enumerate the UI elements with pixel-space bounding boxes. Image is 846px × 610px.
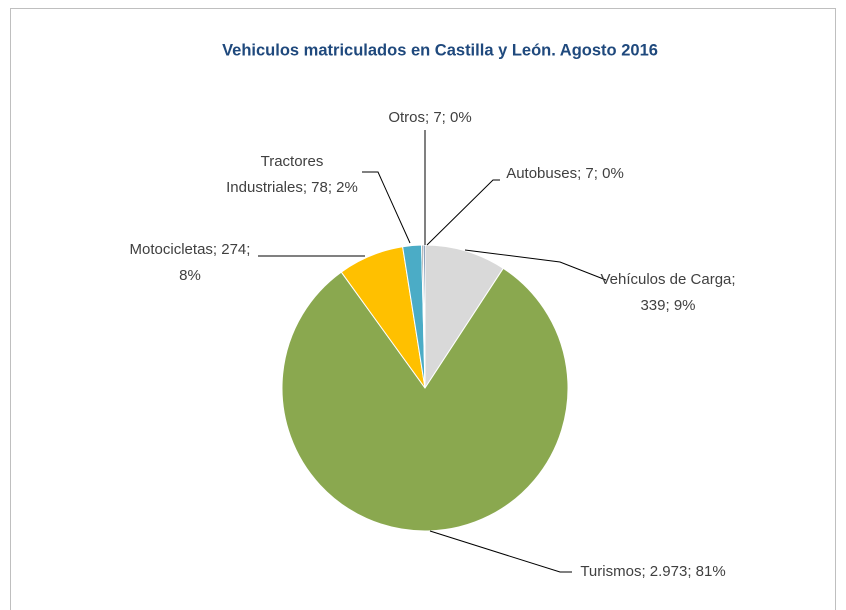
data-label: Otros; 7; 0% [388, 109, 471, 126]
leader-line [429, 530, 572, 573]
chart-title: Vehiculos matriculados en Castilla y Leó… [222, 41, 658, 59]
pie-slice [424, 244, 504, 390]
leader-line [426, 179, 500, 246]
data-label: Motocicletas; 274; 8% [130, 241, 251, 284]
leader-line [464, 249, 607, 281]
leader-line [362, 171, 411, 244]
pie-slice [281, 267, 569, 532]
data-label: Vehículos de Carga; 339; 9% [600, 271, 735, 314]
data-label: Turismos; 2.973; 81% [580, 563, 725, 580]
data-label: Tractores Industriales; 78; 2% [226, 153, 358, 196]
data-label: Autobuses; 7; 0% [506, 165, 624, 182]
